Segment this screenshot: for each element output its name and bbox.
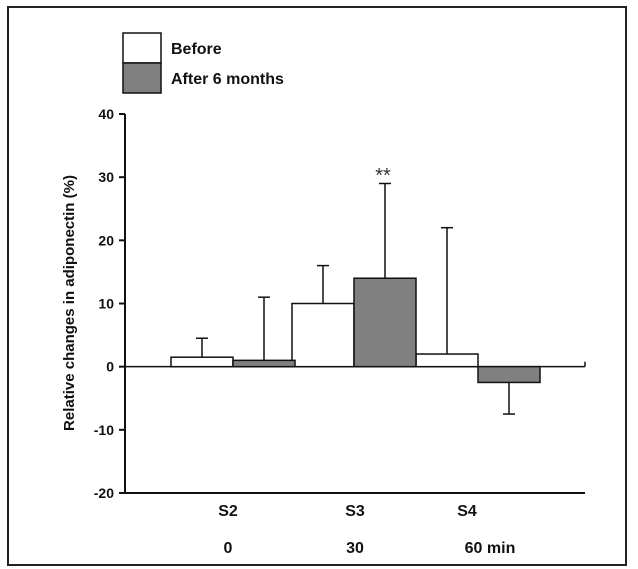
figure-frame	[7, 6, 627, 566]
y-tick-label: -20	[94, 485, 114, 501]
legend-swatch-after	[122, 62, 162, 94]
bar	[170, 356, 234, 368]
bar	[291, 302, 355, 368]
legend: Before After 6 months	[122, 32, 284, 94]
y-tick-label: 10	[98, 296, 114, 312]
y-tick-label: 40	[98, 106, 114, 122]
category-label-s2: S2	[218, 503, 238, 520]
y-tick-label: 30	[98, 169, 114, 185]
bar	[477, 365, 541, 384]
bar	[232, 359, 296, 368]
legend-swatch-before	[122, 32, 162, 64]
bar	[415, 353, 479, 368]
time-label-0: 0	[224, 540, 233, 557]
time-label-60: 60 min	[465, 540, 516, 557]
significance-annotation: **	[375, 165, 391, 187]
category-label-s4: S4	[457, 503, 477, 520]
time-label-30: 30	[346, 540, 364, 557]
bars	[170, 182, 541, 415]
y-tick-label: -10	[94, 422, 114, 438]
category-label-s3: S3	[345, 503, 365, 520]
legend-label-after: After 6 months	[171, 71, 284, 88]
legend-label-before: Before	[171, 41, 222, 58]
y-tick-label: 0	[106, 359, 114, 375]
bar	[353, 277, 417, 368]
axes: 40 30 20 10 0 -10 -20	[94, 106, 586, 501]
y-tick-label: 20	[98, 232, 114, 248]
y-axis-label: Relative changes in adiponectin (%)	[61, 175, 78, 431]
